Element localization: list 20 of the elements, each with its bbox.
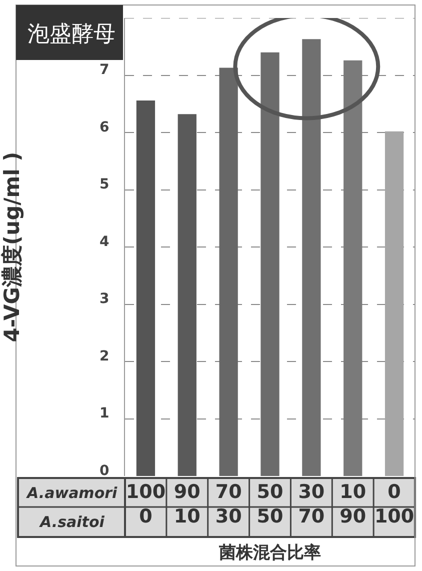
y-tick-label: 4	[99, 234, 110, 250]
y-tick-label: 6	[99, 119, 110, 136]
y-tick-label: 3	[99, 291, 110, 308]
x-tick-label: 30 70	[298, 481, 325, 528]
text: A.awamori	[26, 484, 118, 502]
y-tick-label: 1	[99, 406, 110, 422]
text: A.saitoi	[39, 513, 106, 531]
chart-title: 泡盛酵母	[28, 22, 116, 47]
y-tick-label: 0	[99, 462, 110, 479]
y-tick-label: 5	[99, 176, 110, 193]
x-tick-label: 70 30	[215, 481, 242, 528]
y-tick-label: 7	[99, 62, 110, 78]
y-tick-label: 2	[99, 348, 110, 364]
x-tick-label: 50 50	[256, 481, 284, 528]
x-tick-label: 90 10	[174, 481, 200, 528]
x-tick-label: 100 0	[126, 481, 166, 528]
x-tick-label: 10 90	[340, 481, 366, 528]
x-axis-title: 菌株混合比率	[218, 543, 321, 563]
y-axis-title: 4-VG濃度(ug/ml )	[0, 152, 24, 342]
x-tick-label: 0 100	[374, 481, 414, 528]
